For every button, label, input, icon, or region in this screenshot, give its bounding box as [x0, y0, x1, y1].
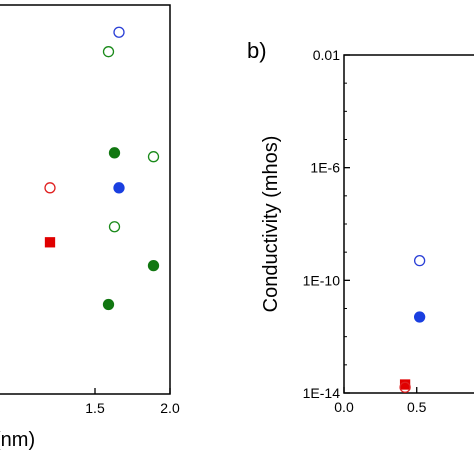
panel-a-x-axis: 1.5 2.0	[85, 388, 180, 416]
panel-b-y-axis-label: Conductivity (mhos)	[260, 136, 282, 313]
panel-b-data-point	[413, 311, 426, 323]
panel-b-data-point	[413, 254, 426, 267]
panel-a: 1.5 2.0 (nm)	[0, 4, 180, 451]
panel-b-y-tick-label: 1E-14	[303, 385, 341, 401]
panel-a-data-point	[113, 26, 125, 38]
panel-a-data-point	[147, 259, 160, 272]
panel-b-x-tick-label: 0.0	[334, 399, 354, 415]
panel-b-data-points	[399, 254, 426, 393]
panel-a-data-point	[108, 221, 121, 233]
panel-b-y-axis: 0.01 1E-6 1E-10 1E-14	[303, 47, 350, 401]
panel-a-data-point	[147, 151, 160, 163]
panel-a-x-tick-label: 1.5	[85, 400, 105, 416]
panel-a-x-tick-label: 2.0	[160, 400, 180, 416]
panel-b-x-tick-label: 0.5	[407, 399, 427, 415]
panel-b-y-tick-label: 1E-6	[310, 160, 340, 176]
panel-b-y-tick-label: 0.01	[313, 47, 340, 63]
panel-a-data-point	[108, 147, 121, 159]
panel-a-data-point	[44, 237, 56, 248]
panel-b-label: b)	[247, 38, 267, 63]
panel-a-x-axis-label: (nm)	[0, 429, 35, 451]
panel-a-data-point	[102, 46, 115, 58]
panel-b: b) 0.01 1E-6 1E-10 1E-14 0.0 0.5 Conductivit…	[247, 38, 474, 415]
panel-a-data-points	[44, 26, 160, 311]
panel-b-x-axis: 0.0 0.5	[334, 387, 427, 415]
panel-a-data-point	[113, 182, 125, 194]
panel-a-data-point	[102, 298, 115, 311]
panel-b-plot-frame	[343, 54, 474, 394]
panel-a-data-point	[44, 182, 56, 194]
panel-b-data-point	[399, 379, 411, 390]
panel-b-data-point	[399, 381, 411, 393]
panel-a-plot-frame	[0, 4, 171, 395]
panel-b-y-tick-label: 1E-10	[303, 272, 341, 288]
